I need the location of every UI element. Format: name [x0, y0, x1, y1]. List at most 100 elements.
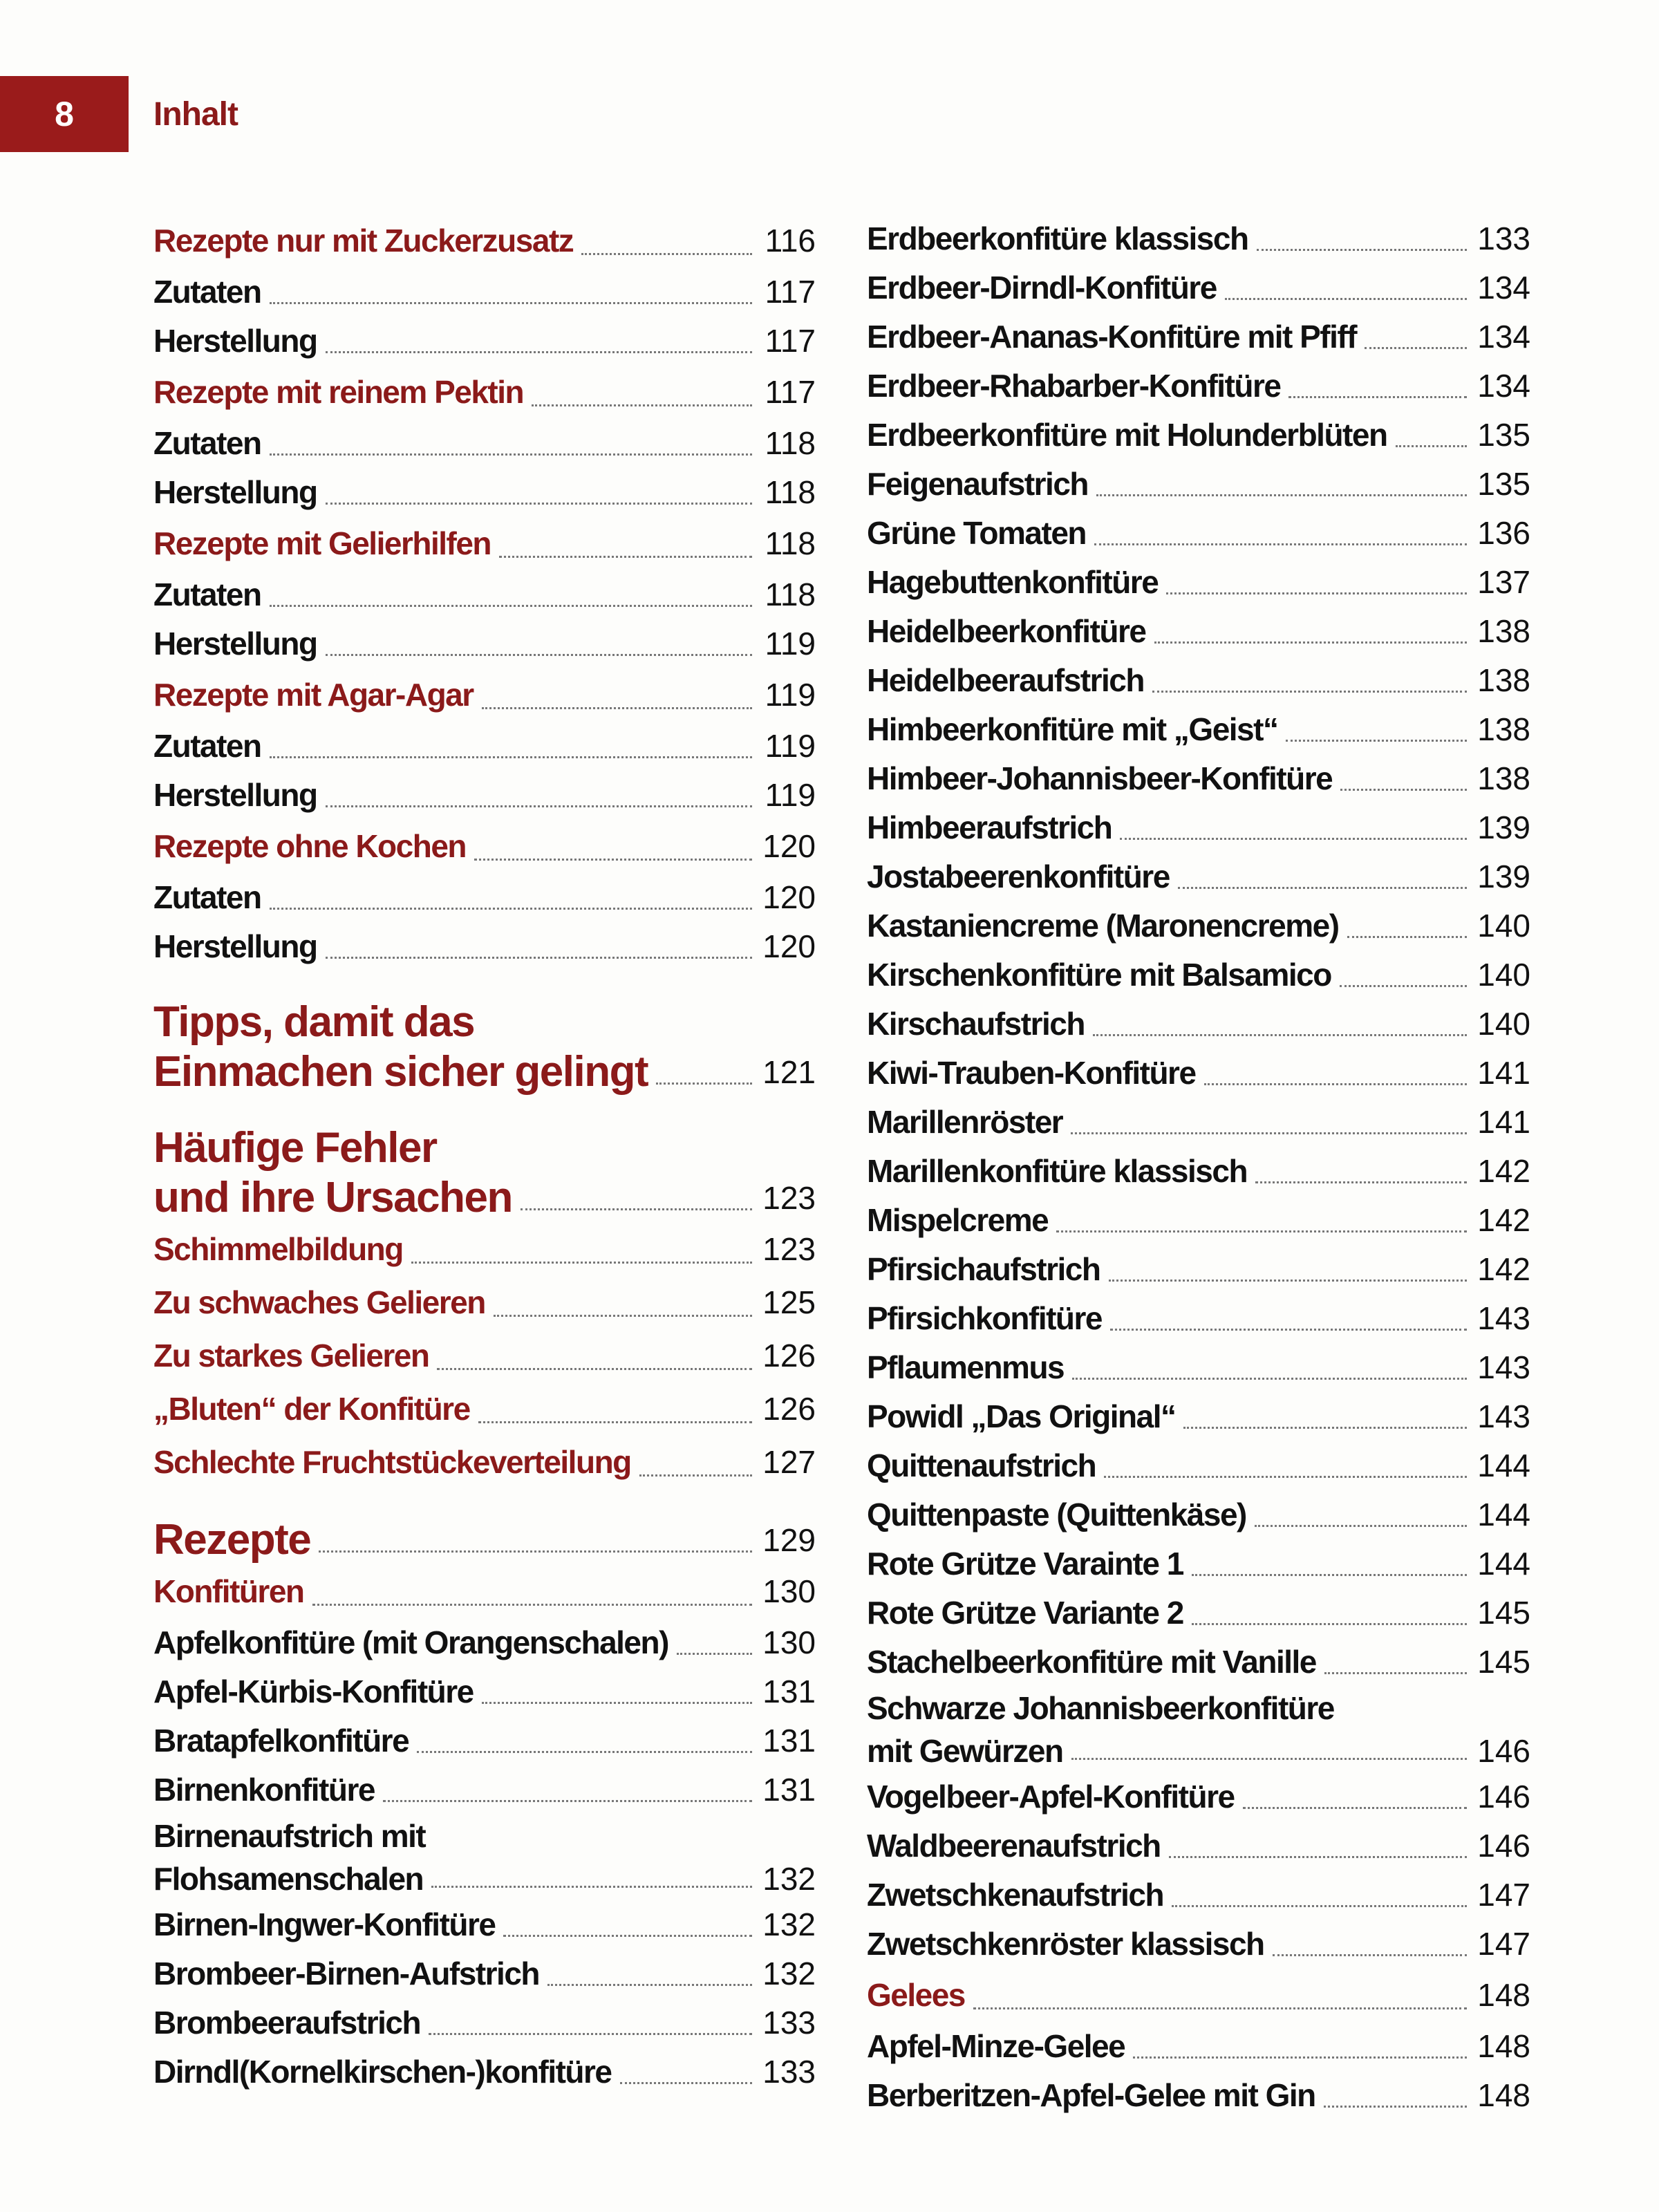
toc-entry[interactable]: Rezepte mit Agar-Agar 119: [153, 668, 816, 722]
toc-entry[interactable]: Rezepte ohne Kochen 120: [153, 820, 816, 873]
toc-entry[interactable]: Kirschaufstrich 140: [867, 1000, 1530, 1049]
toc-entry-title: Schlechte Fruchtstückeverteilung: [153, 1444, 632, 1480]
toc-entry[interactable]: Herstellung 118: [153, 468, 816, 517]
toc-entry[interactable]: Bratapfelkonfitüre 131: [153, 1716, 816, 1765]
toc-entry[interactable]: Erdbeer-Dirndl-Konfitüre 134: [867, 263, 1530, 312]
toc-entry[interactable]: Tipps, damit das Einmachen sicher gelingt…: [153, 997, 816, 1097]
toc-entry[interactable]: Erdbeerkonfitüre klassisch 133: [867, 214, 1530, 263]
toc-entry-last-line: Berberitzen-Apfel-Gelee mit Gin 148: [867, 2071, 1530, 2120]
toc-entry[interactable]: Zutaten 119: [153, 722, 816, 771]
toc-entry[interactable]: Erdbeer-Ananas-Konfitüre mit Pfiff 134: [867, 312, 1530, 362]
toc-entry[interactable]: Quittenpaste (Quittenkäse) 144: [867, 1490, 1530, 1539]
toc-entry[interactable]: Zutaten 118: [153, 419, 816, 468]
toc-entry[interactable]: Heidelbeerkonfitüre 138: [867, 607, 1530, 656]
toc-entry[interactable]: Hagebuttenkonfitüre 137: [867, 558, 1530, 607]
toc-column-left: Rezepte nur mit Zuckerzusatz 116 Zutaten 11…: [153, 214, 816, 2097]
toc-entry[interactable]: Herstellung 117: [153, 317, 816, 366]
toc-entry[interactable]: Herstellung 119: [153, 619, 816, 668]
toc-entry[interactable]: Schlechte Fruchtstückeverteilung 127: [153, 1436, 816, 1489]
dot-leader: [639, 1474, 752, 1477]
toc-entry[interactable]: Marillenkonfitüre klassisch 142: [867, 1147, 1530, 1196]
toc-entry[interactable]: Herstellung 119: [153, 771, 816, 820]
toc-entry[interactable]: Powidl „Das Original“ 143: [867, 1392, 1530, 1441]
toc-entry-last-line: Zwetschkenröster klassisch 147: [867, 1920, 1530, 1969]
toc-entry[interactable]: Himbeer-Johannisbeer-Konfitüre 138: [867, 754, 1530, 803]
toc-entry[interactable]: Brombeer-Birnen-Aufstrich 132: [153, 1949, 816, 1998]
toc-entry-last-line: Zu schwaches Gelieren 125: [153, 1276, 816, 1329]
toc-entry[interactable]: Häufige Fehler und ihre Ursachen 123: [153, 1123, 816, 1223]
toc-entry[interactable]: Pfirsichkonfitüre 143: [867, 1294, 1530, 1343]
toc-page-number: 120: [762, 828, 816, 864]
toc-entry-title: Rezepte: [153, 1516, 312, 1564]
toc-entry[interactable]: Pfirsichaufstrich 142: [867, 1245, 1530, 1294]
toc-entry[interactable]: Himbeeraufstrich 139: [867, 803, 1530, 852]
toc-entry[interactable]: Himbeerkonfitüre mit „Geist“ 138: [867, 705, 1530, 754]
toc-entry[interactable]: Brombeeraufstrich 133: [153, 1998, 816, 2047]
toc-entry[interactable]: Mispelcreme 142: [867, 1196, 1530, 1245]
toc-entry[interactable]: Zu starkes Gelieren 126: [153, 1329, 816, 1382]
toc-entry[interactable]: Heidelbeeraufstrich 138: [867, 656, 1530, 705]
toc-entry[interactable]: Apfel-Kürbis-Konfitüre 131: [153, 1667, 816, 1716]
toc-entry[interactable]: Birnenkonfitüre 131: [153, 1765, 816, 1815]
toc-entry-last-line: Quittenpaste (Quittenkäse) 144: [867, 1490, 1530, 1539]
dot-leader: [269, 453, 752, 456]
toc-entry[interactable]: Zu schwaches Gelieren 125: [153, 1276, 816, 1329]
toc-entry[interactable]: Vogelbeer-Apfel-Konfitüre 146: [867, 1772, 1530, 1821]
toc-entry[interactable]: Kirschenkonfitüre mit Balsamico 140: [867, 950, 1530, 1000]
toc-entry[interactable]: Berberitzen-Apfel-Gelee mit Gin 148: [867, 2071, 1530, 2120]
toc-entry[interactable]: Dirndl(Kornelkirschen-)konfitüre 133: [153, 2047, 816, 2097]
toc-entry[interactable]: Erdbeer-Rhabarber-Konfitüre 134: [867, 362, 1530, 411]
toc-entry[interactable]: Feigenaufstrich 135: [867, 460, 1530, 509]
toc-entry-title: Grüne Tomaten: [867, 515, 1087, 551]
toc-entry-last-line: Vogelbeer-Apfel-Konfitüre 146: [867, 1772, 1530, 1821]
toc-entry[interactable]: Kastaniencreme (Maronencreme) 140: [867, 901, 1530, 950]
toc-entry[interactable]: Rezepte mit reinem Pektin 117: [153, 366, 816, 419]
toc-entry[interactable]: Zutaten 118: [153, 570, 816, 619]
toc-entry[interactable]: Jostabeerenkonfitüre 139: [867, 852, 1530, 901]
toc-entry[interactable]: Birnenaufstrich mit Flohsamenschalen 132: [153, 1815, 816, 1900]
toc-entry[interactable]: Schwarze Johannisbeerkonfitüre mit Gewürz…: [867, 1687, 1530, 1772]
toc-entry[interactable]: „Bluten“ der Konfitüre 126: [153, 1382, 816, 1436]
toc-entry[interactable]: Rezepte nur mit Zuckerzusatz 116: [153, 214, 816, 268]
toc-entry-last-line: Herstellung 120: [153, 922, 816, 971]
toc-entry-last-line: Birnenkonfitüre 131: [153, 1765, 816, 1815]
toc-entry[interactable]: Quittenaufstrich 144: [867, 1441, 1530, 1490]
toc-entry-last-line: Erdbeer-Dirndl-Konfitüre 134: [867, 263, 1530, 312]
toc-entry[interactable]: Zwetschkenröster klassisch 147: [867, 1920, 1530, 1969]
dot-leader: [382, 1800, 752, 1802]
toc-entry-last-line: Bratapfelkonfitüre 131: [153, 1716, 816, 1765]
toc-page-number: 126: [762, 1338, 816, 1374]
toc-entry[interactable]: Rezepte 129: [153, 1515, 816, 1565]
toc-entry[interactable]: Waldbeerenaufstrich 146: [867, 1821, 1530, 1871]
toc-entry[interactable]: Birnen-Ingwer-Konfitüre 132: [153, 1900, 816, 1949]
toc-entry[interactable]: Herstellung 120: [153, 922, 816, 971]
toc-entry[interactable]: Rote Grütze Varainte 1 144: [867, 1539, 1530, 1588]
toc-entry-last-line: Himbeer-Johannisbeer-Konfitüre 138: [867, 754, 1530, 803]
toc-page-number: 135: [1477, 417, 1530, 453]
toc-page-number: 147: [1477, 1877, 1530, 1913]
toc-entry-last-line: Erdbeerkonfitüre klassisch 133: [867, 214, 1530, 263]
toc-entry[interactable]: Schimmelbildung 123: [153, 1223, 816, 1276]
toc-entry[interactable]: Gelees 148: [867, 1969, 1530, 2022]
toc-entry[interactable]: Apfelkonfitüre (mit Orangenschalen) 130: [153, 1618, 816, 1667]
toc-entry[interactable]: Zwetschkenaufstrich 147: [867, 1871, 1530, 1920]
toc-entry-last-line: Apfelkonfitüre (mit Orangenschalen) 130: [153, 1618, 816, 1667]
toc-entry-title: Apfelkonfitüre (mit Orangenschalen): [153, 1624, 669, 1660]
toc-entry[interactable]: Erdbeerkonfitüre mit Holunderblüten 135: [867, 411, 1530, 460]
toc-entry[interactable]: Rote Grütze Variante 2 145: [867, 1588, 1530, 1638]
toc-entry[interactable]: Apfel-Minze-Gelee 148: [867, 2022, 1530, 2071]
toc-entry-title: Herstellung: [153, 323, 318, 359]
toc-entry[interactable]: Grüne Tomaten 136: [867, 509, 1530, 558]
toc-page-number: 145: [1477, 1595, 1530, 1631]
toc-entry[interactable]: Pflaumenmus 143: [867, 1343, 1530, 1392]
toc-entry[interactable]: Marillenröster 141: [867, 1098, 1530, 1147]
toc-entry[interactable]: Zutaten 120: [153, 873, 816, 922]
toc-entry-title: Herstellung: [153, 626, 318, 662]
toc-entry-last-line: Rezepte mit reinem Pektin 117: [153, 366, 816, 419]
toc-entry[interactable]: Stachelbeerkonfitüre mit Vanille 145: [867, 1638, 1530, 1687]
toc-entry-last-line: Herstellung 119: [153, 771, 816, 820]
toc-entry[interactable]: Rezepte mit Gelierhilfen 118: [153, 517, 816, 570]
toc-entry[interactable]: Kiwi-Trauben-Konfitüre 141: [867, 1049, 1530, 1098]
toc-entry[interactable]: Konfitüren 130: [153, 1565, 816, 1618]
toc-entry[interactable]: Zutaten 117: [153, 268, 816, 317]
